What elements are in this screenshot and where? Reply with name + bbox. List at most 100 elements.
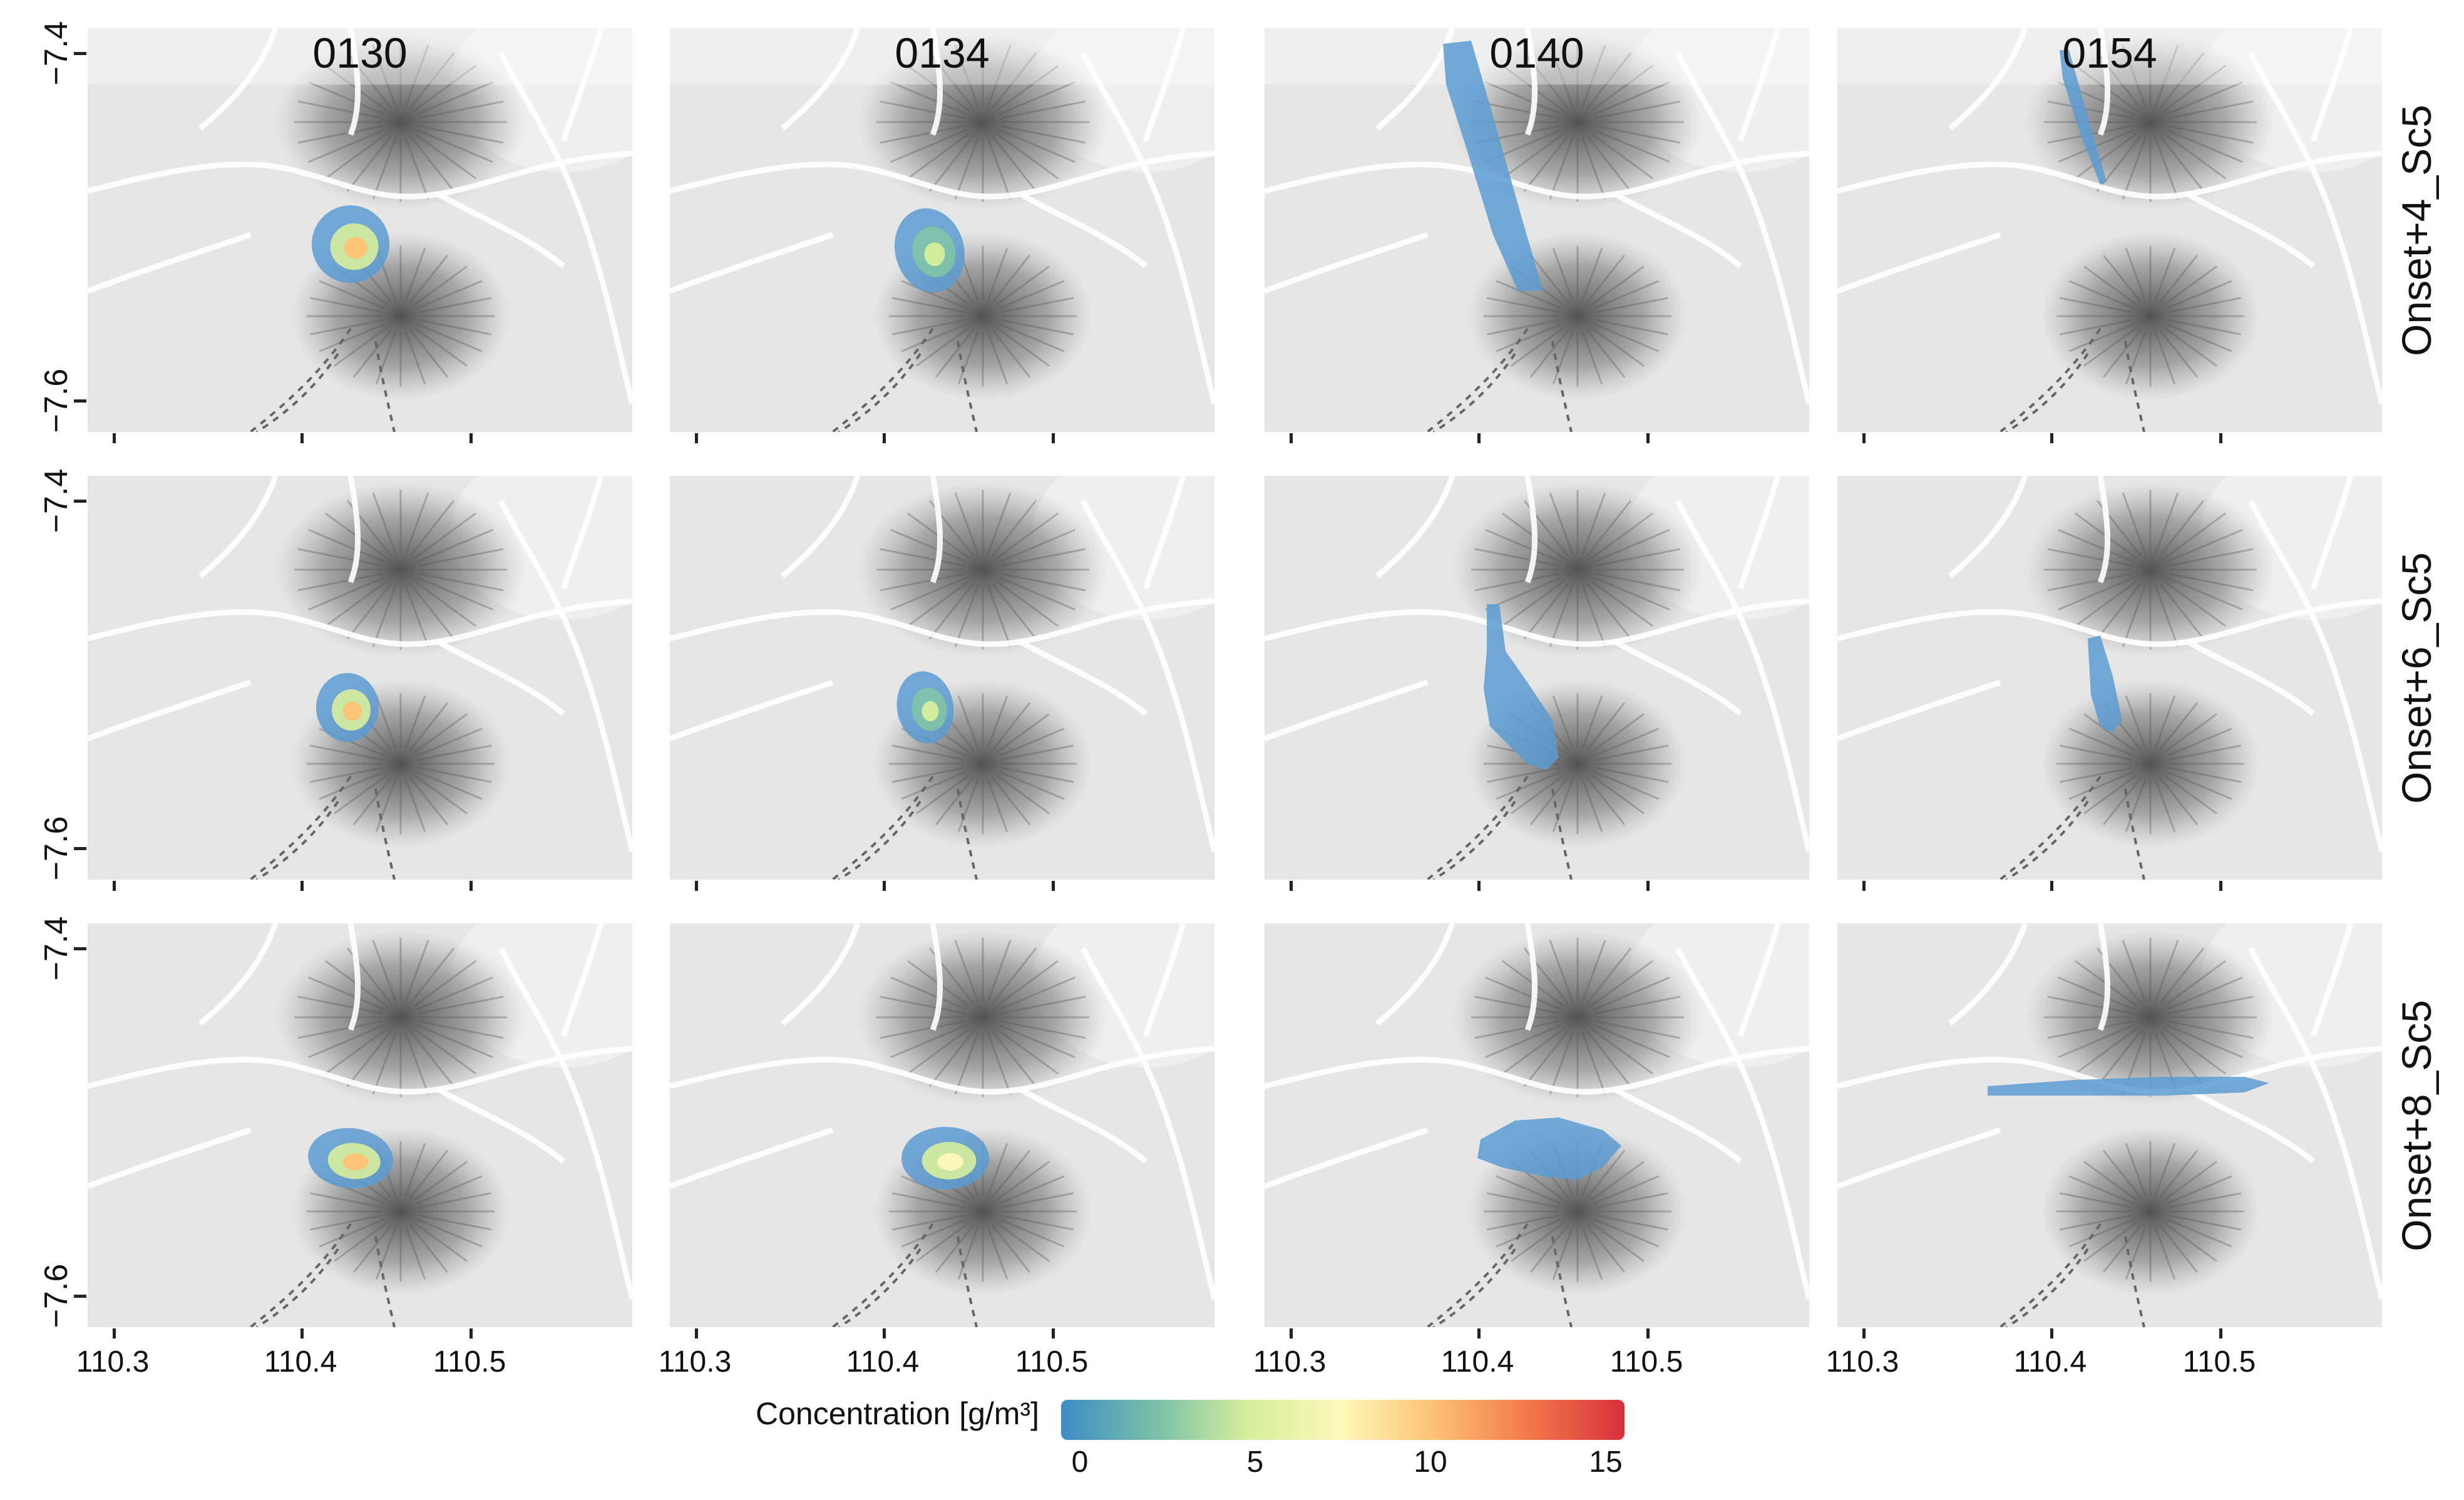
ridge-line [416,771,483,800]
y-tick [74,947,86,950]
x-tick [1862,1328,1866,1338]
ridge-line [991,1030,1037,1087]
ridge-line [2168,766,2242,783]
ridge-line [1486,1192,1560,1209]
ridge-line [346,582,393,640]
x-tick [1646,881,1650,891]
ridge-line [2058,1024,2135,1059]
x-tick [1477,433,1481,443]
road [1265,1127,1429,1189]
road [1080,499,1214,853]
volcano-merbabu [858,482,1108,657]
ridge-line [1000,100,1086,120]
ridge-line [413,960,477,1007]
map-panel-r1-c2 [670,28,1214,432]
road [2186,1087,2315,1164]
ridge-line [1552,331,1574,385]
road [2310,923,2354,1037]
ridge-line [1581,247,1603,302]
ridge-line [1485,81,1562,115]
x-tick [2050,1328,2053,1338]
ridge-line [1590,326,1645,367]
ridge-line [324,132,388,180]
map-svg [670,923,1214,1327]
ridge-line [413,326,468,367]
ridge-line [375,331,397,385]
ridge-line [2096,582,2142,640]
ridge-line [995,132,1059,180]
ridge-line [1595,297,1669,314]
x-tick [695,433,698,443]
ridge-line [901,1175,967,1205]
ridge-line [309,319,383,336]
ridge-line [1590,512,1654,560]
road [670,679,834,742]
x-tick-label: 110.5 [433,1345,506,1379]
ridge-line [2068,1175,2135,1205]
plume-outer [1443,41,1543,291]
ridge-line [404,492,429,555]
x-tick [695,881,698,891]
ridge-line [404,940,429,1003]
ridge-line [1486,1214,1560,1231]
ridge-line [880,995,965,1015]
ridge-line [2122,940,2147,1003]
ridge-line [404,584,429,647]
ridge-line [2163,1221,2217,1262]
x-tick-label: 110.3 [76,1345,150,1379]
ridge-line [1496,323,1562,352]
ridge-line [880,100,965,120]
map-svg [1265,28,1809,432]
ridge-line [1593,1175,1660,1205]
ridge-line [998,976,1075,1010]
ridge-line [308,1024,385,1059]
ridge-line [1000,1214,1074,1231]
ridge-line [2102,254,2142,304]
ridge-line [995,960,1059,1007]
drainage-line [957,1236,978,1327]
y-tick-label: −7.6 [38,816,74,881]
x-tick-label: 110.4 [2013,1345,2087,1379]
road [781,28,861,131]
ridge-line [1511,774,1565,814]
ridge-line [891,744,965,761]
ridge-line [991,1224,1031,1273]
ridge-line [1595,319,1669,336]
road [1524,476,1538,583]
ridge-line [2058,577,2135,611]
plume-core [343,701,362,721]
ridge-line [890,577,967,611]
x-tick [1290,1328,1293,1338]
road [1837,598,2382,647]
road [498,947,632,1300]
ridge-line [998,1024,1075,1059]
ridge-line [916,1221,970,1262]
x-tick [300,433,304,443]
road [88,1045,632,1095]
map-edge-shade [670,28,1214,85]
ridge-line [995,64,1059,112]
ridge-line [1474,572,1560,592]
road [88,1127,252,1189]
ridge-line [2122,44,2147,108]
ridge-line [418,995,504,1015]
road [347,476,361,583]
ridge-line [2102,1224,2142,1273]
ridge-line [995,265,1050,306]
ridge-line [2168,572,2254,592]
road [1613,1087,1742,1164]
drainage-line [249,775,352,880]
ridge-line [2168,744,2242,761]
ridge-line [1593,1024,1670,1059]
ridge-line [2047,548,2133,567]
ridge-line [995,1221,1050,1262]
row-label-2: Onset+6_Sc5 [2393,552,2440,804]
ridge-line [2159,702,2199,751]
volcano-merbabu [2025,482,2276,657]
road [2186,192,2315,269]
map-panel-r1-c1 [88,28,632,432]
ridge-line [2047,100,2133,120]
road [2310,28,2354,142]
ridge-line [1595,125,1681,144]
ash-plume [1443,41,1543,291]
